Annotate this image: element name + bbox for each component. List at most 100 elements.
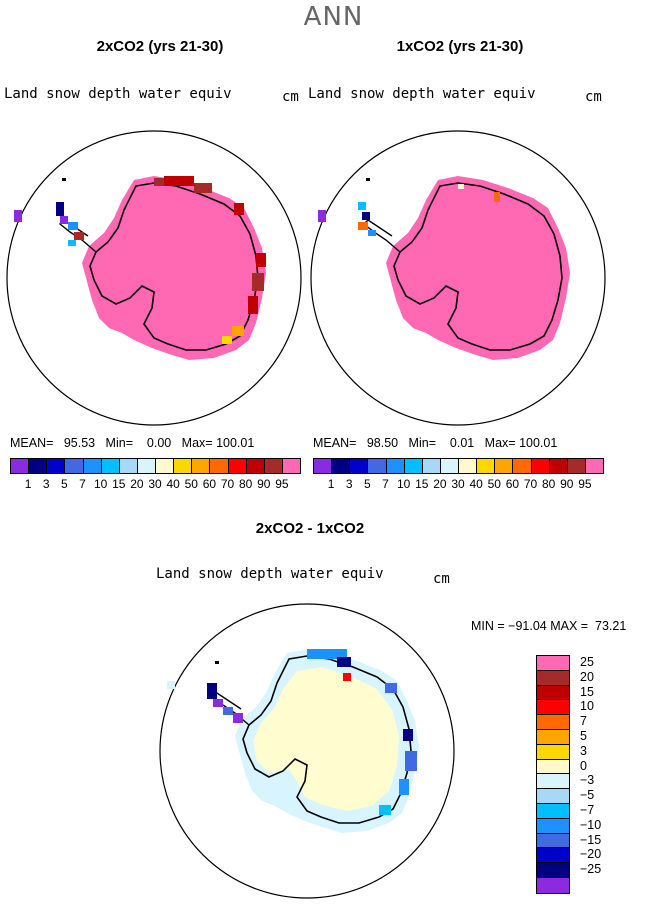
colorbar-left-ticks: 1 3 5 7 10 15 20 30 40 50 60 70 80 90 95 xyxy=(10,477,300,493)
colorbar-swatch xyxy=(531,459,550,473)
colorbar-tick-label: 30 xyxy=(451,477,465,491)
colorbar-tick-label: −5 xyxy=(580,788,595,803)
colorbar-tick-label: 60 xyxy=(202,477,217,491)
island-cell xyxy=(318,210,326,222)
colorbar-swatch xyxy=(101,459,120,473)
colorbar-swatch xyxy=(537,744,569,760)
colorbar-swatch xyxy=(422,459,441,473)
peninsula-cell xyxy=(74,232,84,240)
colorbar-swatch xyxy=(567,459,586,473)
peninsula-cell xyxy=(213,699,223,707)
colorbar-difference-ticks: 25 20 15 10 7 5 3 0 −3 −5 −7 −10 −15 −20 −25 xyxy=(580,655,640,895)
colorbar-swatch xyxy=(537,700,569,716)
peninsula-cell xyxy=(368,230,376,236)
colorbar-swatch xyxy=(386,459,405,473)
peninsula-cell xyxy=(233,713,243,723)
colorbar-swatch xyxy=(537,789,569,804)
colorbar-tick-label: 20 xyxy=(130,477,144,491)
panel-left-units: cm xyxy=(282,89,299,105)
colorbar-swatch xyxy=(585,459,603,473)
island-cell xyxy=(366,178,370,181)
colorbar-tick-label: 80 xyxy=(238,477,253,491)
colorbar-tick-label: 50 xyxy=(184,477,198,491)
map-2xco2 xyxy=(6,130,302,426)
colorbar-difference xyxy=(536,655,570,894)
panel-left-variable-label: Land snow depth water equiv xyxy=(4,86,232,102)
colorbar-swatch xyxy=(537,877,569,893)
colorbar-tick-label: 40 xyxy=(166,477,180,491)
colorbar-swatch xyxy=(282,459,300,473)
colorbar-right-ticks: 1 3 5 7 10 15 20 30 40 50 60 70 80 90 95 xyxy=(313,477,603,493)
diff-title: 2xCO2 - 1xCO2 xyxy=(255,520,365,537)
island-cell xyxy=(215,661,219,664)
colorbar-swatch xyxy=(537,656,569,671)
panel-left-stats: MEAN= 95.53 Min= 0.00 Max= 100.01 xyxy=(10,436,254,450)
max-value: 100.01 xyxy=(519,436,558,450)
peninsula-cell xyxy=(362,212,370,220)
panel-right-title: 1xCO2 (yrs 21-30) xyxy=(396,38,524,55)
colorbar-swatch xyxy=(156,459,175,473)
colorbar-tick-label: 10 xyxy=(396,477,411,491)
peninsula-cell xyxy=(68,222,78,230)
colorbar-swatch xyxy=(246,459,265,473)
antarctica-snow-fill xyxy=(82,176,266,360)
coastal-cell xyxy=(154,178,164,186)
antarctica-snow-fill xyxy=(386,176,570,360)
diff-minmax: MIN = −91.04 MAX = 73.21 xyxy=(471,619,627,633)
colorbar-swatch xyxy=(210,459,229,473)
colorbar-tick-label: 15 xyxy=(415,477,429,491)
mean-label: MEAN= xyxy=(10,436,54,450)
coastal-cell xyxy=(234,203,244,215)
colorbar-tick-label: 95 xyxy=(275,477,289,491)
colorbar-swatch xyxy=(537,863,569,878)
colorbar-swatch xyxy=(192,459,211,473)
colorbar-tick-label: −25 xyxy=(580,862,602,877)
peninsula-cell xyxy=(60,216,68,224)
peninsula-cell xyxy=(358,222,368,230)
coastal-cell xyxy=(458,184,464,189)
colorbar-tick-label: 70 xyxy=(523,477,538,491)
colorbar-tick-label: 5 xyxy=(61,477,68,491)
mean-value: 95.53 xyxy=(63,436,96,450)
colorbar-tick-label: −7 xyxy=(580,803,595,817)
peninsula-cell xyxy=(68,240,76,246)
island-cell xyxy=(62,178,66,181)
colorbar-tick-label: −20 xyxy=(580,847,602,862)
diff-cell xyxy=(405,751,417,771)
colorbar-swatch xyxy=(174,459,193,473)
diff-cell xyxy=(379,805,391,815)
colorbar-swatch xyxy=(47,459,66,473)
colorbar-tick-label: 0 xyxy=(580,758,587,773)
colorbar-tick-label: 10 xyxy=(580,699,594,714)
colorbar-tick-label: 3 xyxy=(580,743,587,758)
colorbar-tick-label: 15 xyxy=(580,684,594,699)
colorbar-tick-label: 1 xyxy=(24,477,32,491)
colorbar-swatch xyxy=(537,833,569,849)
colorbar-tick-label: 15 xyxy=(112,477,126,491)
colorbar-swatch xyxy=(459,459,478,473)
colorbar-swatch xyxy=(537,848,569,864)
colorbar-tick-label: 5 xyxy=(364,477,371,491)
colorbar-tick-label: −15 xyxy=(580,832,602,847)
colorbar-tick-label: 25 xyxy=(580,655,594,669)
colorbar-swatch xyxy=(119,459,138,473)
colorbar-swatch xyxy=(477,459,496,473)
colorbar-swatch xyxy=(537,803,569,819)
colorbar-swatch xyxy=(368,459,387,473)
min-label: Min= xyxy=(408,436,436,450)
colorbar-swatch xyxy=(513,459,532,473)
colorbar-swatch xyxy=(29,459,48,473)
colorbar-swatch xyxy=(440,459,459,473)
map-1xco2 xyxy=(310,130,606,426)
colorbar-swatch xyxy=(537,818,569,834)
colorbar-tick-label: 80 xyxy=(541,477,556,491)
colorbar-tick-label: 5 xyxy=(580,729,587,743)
diff-units: cm xyxy=(433,571,450,587)
diff-cell xyxy=(385,683,397,693)
island-cell xyxy=(14,210,22,222)
min-value: 0.00 xyxy=(146,436,172,450)
mean-label: MEAN= xyxy=(313,436,357,450)
colorbar-tick-label: 60 xyxy=(505,477,520,491)
colorbar-tick-label: −3 xyxy=(580,773,595,788)
colorbar-tick-label: 20 xyxy=(433,477,447,491)
